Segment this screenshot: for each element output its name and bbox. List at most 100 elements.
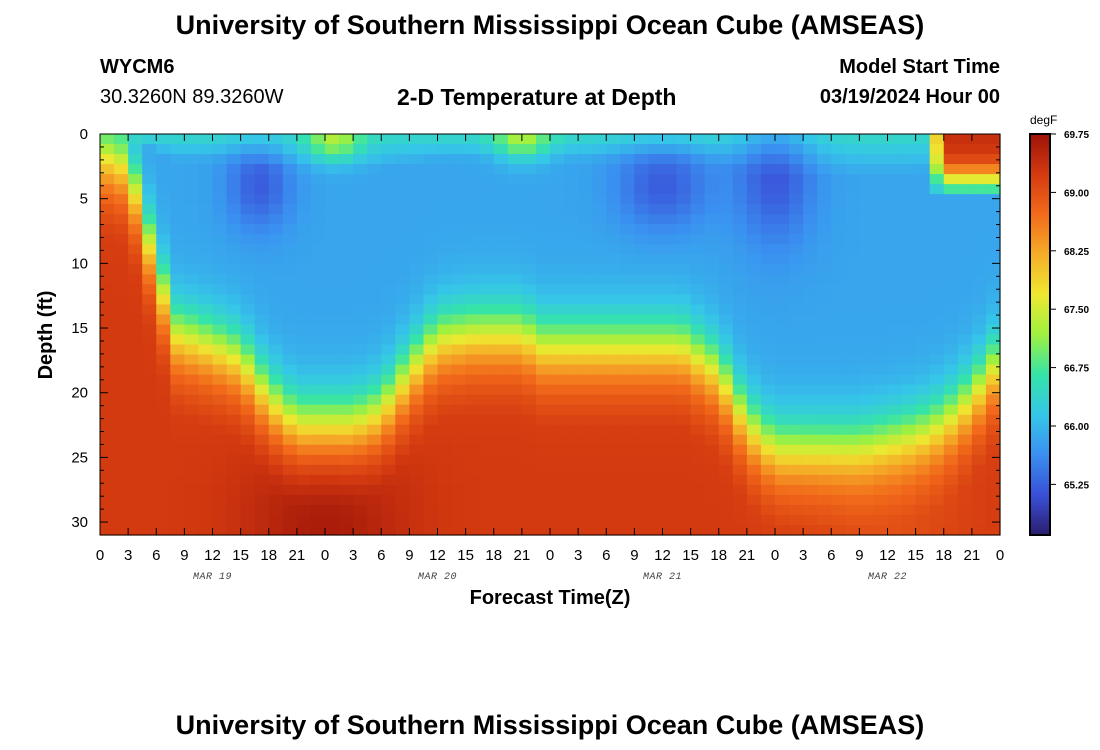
heatmap-cell — [606, 294, 621, 306]
heatmap-cell — [971, 414, 987, 426]
heatmap-cell — [845, 304, 860, 316]
heatmap-cell — [943, 154, 959, 165]
heatmap-cell — [634, 494, 650, 506]
heatmap-cell — [128, 264, 143, 275]
heatmap-cell — [198, 154, 214, 165]
heatmap-cell — [620, 244, 635, 255]
heatmap-cell — [803, 354, 818, 366]
heatmap-cell — [325, 354, 340, 366]
heatmap-cell — [451, 314, 467, 326]
heatmap-cell — [240, 164, 256, 175]
heatmap-cell — [648, 424, 664, 436]
heatmap-cell — [690, 284, 706, 296]
heatmap-cell — [592, 244, 607, 255]
heatmap-cell — [198, 374, 214, 386]
heatmap-cell — [859, 464, 875, 476]
x-tick-label: 18 — [710, 547, 727, 564]
heatmap-cell — [437, 274, 453, 285]
heatmap-cell — [873, 504, 889, 516]
x-tick-label: 0 — [96, 547, 104, 564]
heatmap-cell — [901, 284, 917, 296]
heatmap-cell — [620, 524, 635, 536]
heatmap-cell — [423, 424, 439, 436]
heatmap-cell — [409, 324, 425, 336]
heatmap-cell — [296, 374, 312, 386]
heatmap-cell — [915, 524, 931, 536]
heatmap-cell — [170, 144, 185, 155]
heatmap-cell — [859, 234, 875, 245]
heatmap-cell — [521, 364, 537, 376]
heatmap-cell — [170, 304, 185, 316]
heatmap-cell — [803, 394, 818, 406]
heatmap-cell — [325, 514, 340, 526]
heatmap-cell — [817, 304, 832, 316]
heatmap-cell — [620, 194, 635, 205]
heatmap-cell — [620, 204, 635, 215]
x-tick-label: 15 — [682, 547, 699, 564]
heatmap-cell — [339, 284, 354, 296]
x-tick-label: 21 — [289, 547, 306, 564]
heatmap-cell — [620, 334, 635, 346]
heatmap-cell — [873, 164, 889, 175]
heatmap-cell — [859, 144, 875, 155]
heatmap-cell — [465, 524, 481, 536]
heatmap-cell — [423, 264, 439, 275]
heatmap-cell — [704, 454, 720, 466]
heatmap-cell — [254, 454, 270, 466]
heatmap-cell — [395, 364, 410, 376]
heatmap-cell — [985, 274, 1001, 285]
heatmap-cell — [170, 414, 185, 426]
heatmap-cell — [564, 264, 579, 275]
heatmap-cell — [859, 394, 875, 406]
heatmap-cell — [873, 484, 889, 496]
heatmap-cell — [254, 374, 270, 386]
heatmap-cell — [381, 414, 396, 426]
heatmap-cell — [957, 444, 973, 456]
heatmap-cell — [789, 294, 804, 306]
heatmap-cell — [606, 314, 621, 326]
heatmap-cell — [479, 194, 495, 205]
heatmap-cell — [957, 374, 973, 386]
heatmap-cell — [507, 134, 523, 145]
heatmap-cell — [451, 194, 467, 205]
heatmap-cell — [310, 334, 326, 346]
heatmap-cell — [198, 214, 214, 225]
heatmap-cell — [732, 224, 748, 235]
heatmap-cell — [212, 434, 228, 446]
heatmap-cell — [479, 244, 495, 255]
heatmap-cell — [465, 464, 481, 476]
heatmap-cell — [985, 164, 1001, 175]
heatmap-cell — [760, 144, 776, 155]
heatmap-cell — [929, 504, 945, 516]
heatmap-cell — [507, 204, 523, 215]
heatmap-cell — [718, 214, 734, 225]
heatmap-cell — [170, 234, 185, 245]
heatmap-cell — [929, 224, 945, 235]
heatmap-cell — [634, 184, 650, 195]
heatmap-cell — [296, 494, 312, 506]
heatmap-cell — [535, 204, 551, 215]
heatmap-cell — [648, 264, 664, 275]
heatmap-cell — [395, 404, 410, 416]
heatmap-cell — [704, 134, 720, 145]
heatmap-cell — [226, 384, 242, 396]
heatmap-cell — [704, 244, 720, 255]
heatmap-cell — [170, 274, 185, 285]
heatmap-cell — [339, 404, 354, 416]
heatmap-cell — [957, 194, 973, 205]
heatmap-cell — [423, 414, 439, 426]
heatmap-cell — [676, 384, 692, 396]
heatmap-cell — [114, 514, 129, 526]
heatmap-cell — [648, 454, 664, 466]
heatmap-cell — [550, 144, 565, 155]
heatmap-cell — [395, 264, 410, 275]
heatmap-cell — [268, 434, 284, 446]
heatmap-cell — [465, 494, 481, 506]
heatmap-cell — [535, 174, 551, 185]
heatmap-cell — [985, 224, 1001, 235]
heatmap-cell — [521, 304, 537, 316]
heatmap-cell — [943, 134, 959, 145]
heatmap-cell — [507, 214, 523, 225]
heatmap-cell — [353, 524, 368, 536]
heatmap-cell — [915, 364, 931, 376]
